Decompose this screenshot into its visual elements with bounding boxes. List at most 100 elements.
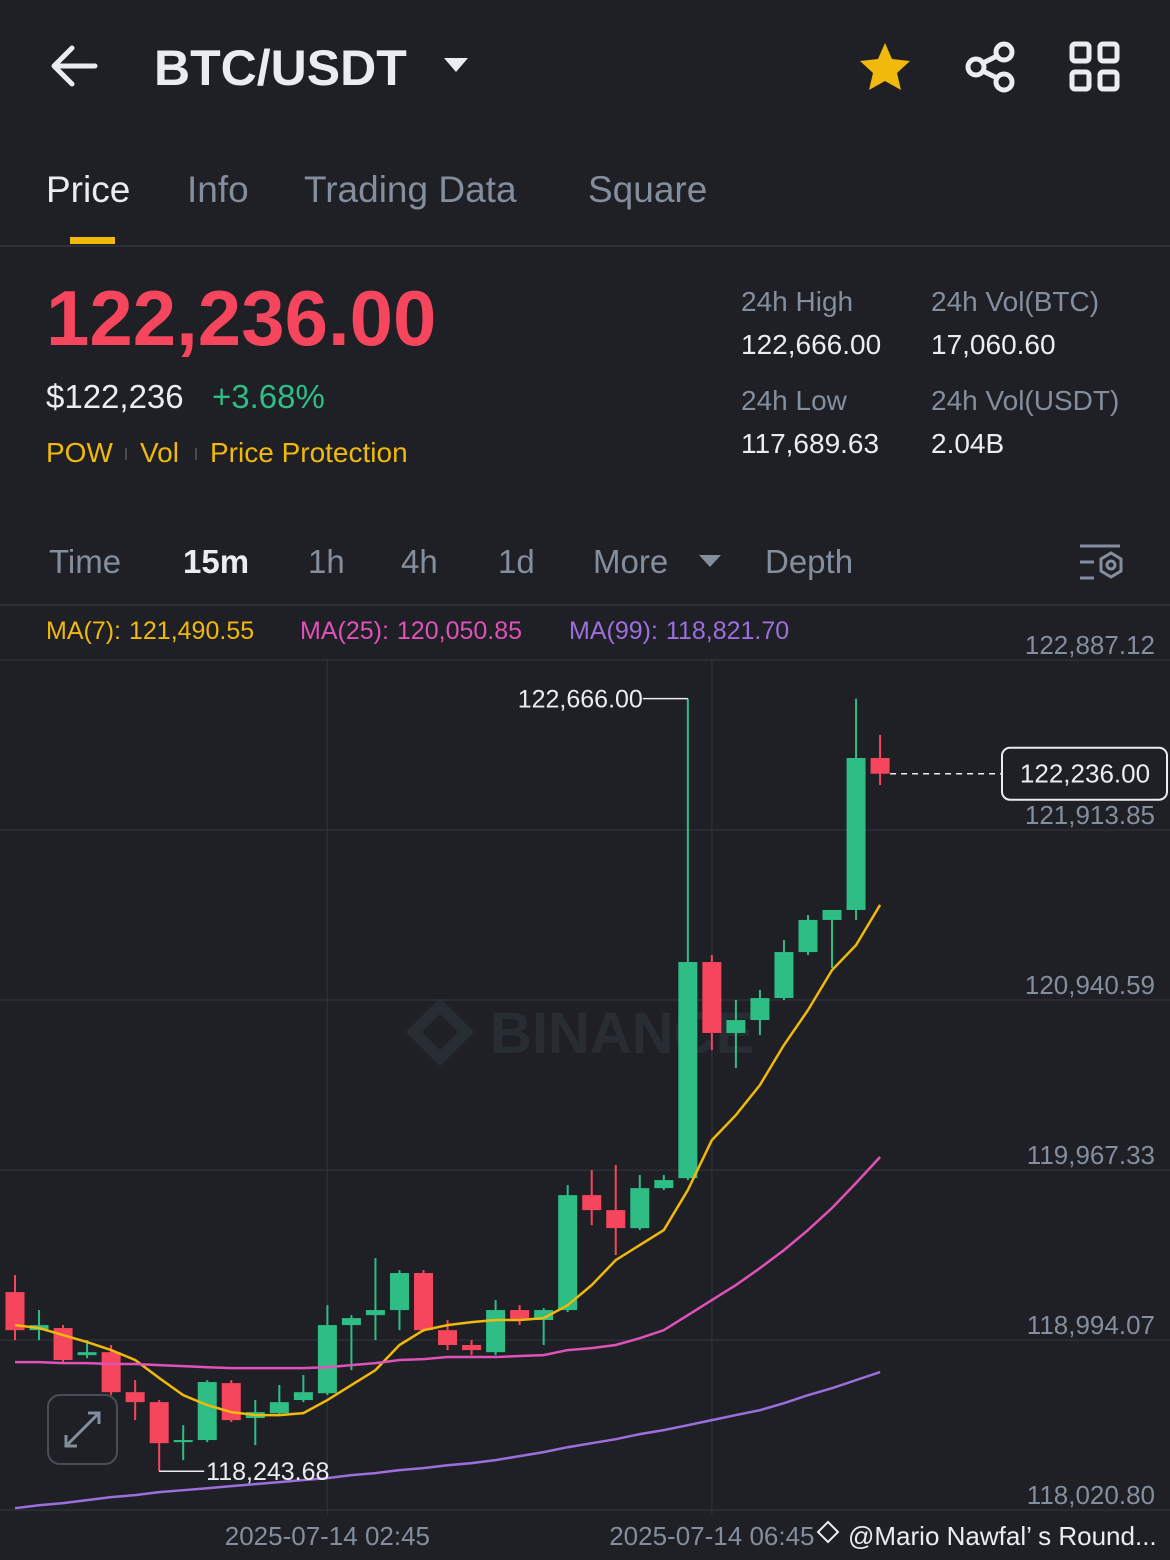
chart-settings[interactable] bbox=[1080, 544, 1123, 580]
high-label: 122,666.00 bbox=[518, 686, 643, 714]
stat-value: 2.04B bbox=[931, 428, 1004, 459]
interval[interactable]: Depth bbox=[765, 543, 853, 580]
stat-value: 117,689.63 bbox=[741, 428, 879, 459]
tab[interactable]: Trading Data bbox=[304, 169, 517, 210]
candle-body bbox=[798, 919, 818, 953]
candle-body bbox=[173, 1440, 193, 1443]
share-button[interactable] bbox=[965, 41, 1015, 93]
candle-body bbox=[149, 1402, 169, 1444]
y-tick-label: 121,913.85 bbox=[1025, 800, 1155, 830]
y-tick-label: 122,887.12 bbox=[1025, 630, 1155, 660]
ma-label: MA(7): bbox=[46, 617, 121, 645]
ma-legend-entry: MA(99): 118,821.70 bbox=[569, 617, 789, 645]
candle-body bbox=[582, 1195, 602, 1211]
ma-legend: MA(7): 121,490.55 MA(25): 120,050.85 MA(99):… bbox=[46, 617, 789, 645]
candle-body bbox=[269, 1402, 289, 1414]
candle-body bbox=[510, 1310, 530, 1321]
ma-line bbox=[15, 1156, 881, 1370]
candle-body bbox=[414, 1273, 434, 1331]
pair-title[interactable]: BTC/USDT bbox=[154, 40, 407, 96]
candle-body bbox=[389, 1273, 409, 1311]
favorite-star[interactable] bbox=[860, 43, 910, 90]
more-dropdown[interactable] bbox=[699, 555, 721, 567]
tab-indicator bbox=[70, 237, 115, 244]
interval[interactable]: 15m bbox=[183, 543, 249, 580]
last-price: 122,236.00 bbox=[46, 274, 436, 362]
tag[interactable]: POW bbox=[46, 437, 113, 468]
ma-line bbox=[14, 1370, 881, 1510]
ma-legend-entry: MA(25): 120,050.85 bbox=[300, 617, 522, 645]
tab[interactable]: Info bbox=[187, 169, 249, 210]
x-tick-label: 2025-07-14 06:45 bbox=[609, 1521, 814, 1551]
divider bbox=[0, 245, 1170, 247]
candle-body bbox=[774, 952, 794, 999]
tag[interactable]: Price Protection bbox=[210, 437, 408, 468]
footer-icon bbox=[816, 1520, 840, 1544]
candle-body bbox=[846, 757, 866, 910]
candle-body bbox=[221, 1383, 241, 1421]
layout-button[interactable] bbox=[1069, 41, 1120, 92]
last-price-box bbox=[1001, 746, 1168, 801]
stat-label: 24h High bbox=[741, 286, 853, 317]
interval[interactable]: Time bbox=[49, 543, 121, 580]
candle-body bbox=[462, 1345, 482, 1351]
tab[interactable]: Price bbox=[46, 169, 130, 210]
candle-body bbox=[438, 1330, 458, 1346]
candle-body bbox=[486, 1310, 506, 1353]
tab[interactable]: Square bbox=[588, 169, 707, 210]
tag[interactable]: Vol bbox=[140, 437, 179, 468]
pair-dropdown[interactable] bbox=[444, 58, 468, 72]
ma-value: 118,821.70 bbox=[666, 617, 789, 645]
candle-body bbox=[726, 1020, 746, 1033]
interval[interactable]: 1h bbox=[308, 543, 345, 580]
candle-body bbox=[317, 1325, 337, 1394]
ma-value: 121,490.55 bbox=[129, 617, 254, 645]
candle-body bbox=[365, 1310, 385, 1316]
x-tick-label: 2025-07-14 02:45 bbox=[225, 1521, 430, 1551]
ma-line bbox=[14, 904, 882, 1417]
price-change: +3.68% bbox=[212, 378, 325, 415]
candle-body bbox=[702, 962, 722, 1033]
ma-label: MA(25): bbox=[300, 617, 389, 645]
stat-label: 24h Vol(BTC) bbox=[931, 286, 1099, 317]
ma-legend-entry: MA(7): 121,490.55 bbox=[46, 617, 254, 645]
interval[interactable]: More bbox=[593, 543, 668, 580]
candle-body bbox=[630, 1188, 650, 1229]
candle-body bbox=[606, 1210, 626, 1229]
candle-body bbox=[293, 1392, 313, 1401]
candle-body bbox=[870, 757, 890, 774]
candle-body bbox=[341, 1318, 361, 1326]
usd-price: $122,236 bbox=[46, 378, 184, 415]
candle-body bbox=[197, 1382, 217, 1441]
candle-body bbox=[654, 1180, 674, 1189]
ma-value: 120,050.85 bbox=[397, 617, 522, 645]
y-tick-label: 119,967.33 bbox=[1027, 1140, 1155, 1170]
stat-label: 24h Low bbox=[741, 385, 848, 416]
candle-body bbox=[678, 962, 698, 1179]
candle-body bbox=[125, 1392, 145, 1403]
interval[interactable]: 1d bbox=[498, 543, 535, 580]
y-tick-label: 120,940.59 bbox=[1025, 970, 1155, 1000]
plot-area: 122,887.12 121,913.85 120,940.59 119,967.33… bbox=[0, 630, 1170, 1551]
candle-body bbox=[822, 909, 842, 920]
candle-body bbox=[77, 1352, 97, 1356]
expand-button[interactable] bbox=[47, 1394, 118, 1465]
footer-credit: @Mario Nawfal’ s Round... bbox=[848, 1521, 1157, 1551]
y-tick-label: 118,020.80 bbox=[1027, 1480, 1155, 1510]
tag-separator bbox=[125, 448, 127, 460]
interval[interactable]: 4h bbox=[401, 543, 438, 580]
candle-body bbox=[558, 1195, 578, 1311]
back-button[interactable] bbox=[51, 45, 98, 87]
y-tick-label: 118,994.07 bbox=[1027, 1310, 1155, 1340]
stat-value: 122,666.00 bbox=[741, 329, 881, 360]
stat-label: 24h Vol(USDT) bbox=[931, 385, 1119, 416]
divider bbox=[0, 604, 1170, 606]
ma-label: MA(99): bbox=[569, 617, 658, 645]
last-price-label: 122,236.00 bbox=[1020, 759, 1150, 789]
low-label: 118,243.68 bbox=[206, 1458, 329, 1486]
candle-body bbox=[5, 1292, 25, 1331]
candle-body bbox=[750, 998, 770, 1021]
tag-separator bbox=[195, 448, 197, 460]
